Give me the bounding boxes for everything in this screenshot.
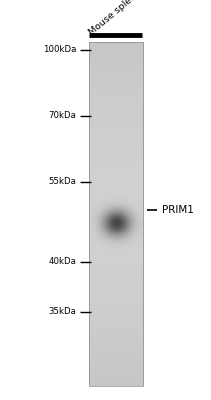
Text: 100kDa: 100kDa (43, 46, 76, 54)
Text: 40kDa: 40kDa (48, 258, 76, 266)
Text: 70kDa: 70kDa (48, 112, 76, 120)
Bar (89, 42, 143, 386)
Text: Mouse spleen: Mouse spleen (87, 0, 143, 37)
Text: 35kDa: 35kDa (48, 308, 76, 316)
Text: PRIM1: PRIM1 (162, 205, 194, 215)
Text: 55kDa: 55kDa (48, 178, 76, 186)
